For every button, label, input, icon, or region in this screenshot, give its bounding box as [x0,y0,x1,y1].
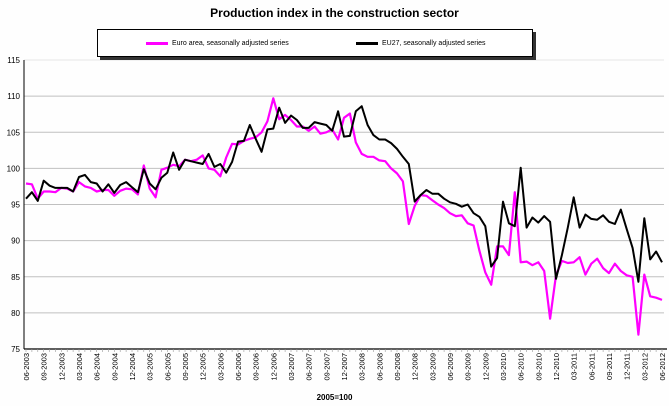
x-tick-label: 12-2003 [57,353,66,381]
x-tick-label: 12-2009 [481,353,490,381]
x-tick-label: 09-2003 [40,353,49,381]
y-tick-label: 80 [11,309,20,318]
x-tick-label: 03-2006 [216,353,225,381]
y-tick-label: 100 [7,164,21,173]
legend-label: EU27, seasonally adjusted series [382,40,486,47]
x-tick-label: 09-2009 [464,353,473,381]
x-tick-label: 06-2008 [375,353,384,381]
x-tick-label: 12-2008 [411,353,420,381]
x-tick-label: 09-2004 [110,353,119,381]
x-tick-label: 03-2010 [499,353,508,381]
x-tick-label: 12-2004 [128,353,137,381]
x-tick-label: 12-2011 [623,353,632,380]
x-tick-label: 09-2006 [252,353,261,381]
y-tick-label: 85 [11,273,20,282]
y-tick-label: 90 [11,237,20,246]
x-tick-label: 06-2007 [305,353,314,381]
x-tick-label: 06-2005 [163,353,172,381]
series-line-eu27 [25,105,663,283]
x-tick-label: 12-2005 [199,353,208,381]
x-tick-label: 12-2006 [269,353,278,381]
x-tick-label: 03-2007 [287,353,296,381]
x-tick-label: 09-2010 [534,353,543,381]
x-tick-label: 06-2009 [446,353,455,381]
x-tick-label: 06-2003 [22,353,31,381]
x-tick-label: 06-2004 [93,353,102,381]
y-tick-label: 75 [11,345,20,354]
x-tick-label: 06-2011 [587,353,596,380]
legend-item-eu27: EU27, seasonally adjusted series [356,40,486,47]
x-tick-label: 12-2007 [340,353,349,381]
legend: Euro area, seasonally adjusted series EU… [97,29,533,57]
legend-swatch [356,42,378,45]
x-tick-label: 06-2006 [234,353,243,381]
x-tick-label: 06-2012 [658,353,667,381]
x-tick-label: 09-2011 [605,353,614,380]
x-tick-label: 03-2008 [358,353,367,381]
x-tick-label: 09-2007 [322,353,331,381]
x-tick-label: 03-2005 [146,353,155,381]
x-tick-label: 03-2011 [570,353,579,380]
legend-label: Euro area, seasonally adjusted series [172,40,289,47]
y-tick-label: 110 [7,92,20,101]
x-tick-label: 09-2008 [393,353,402,381]
chart-title: Production index in the construction sec… [210,6,459,20]
legend-swatch [146,42,168,45]
y-tick-label: 115 [7,56,20,65]
y-tick-label: 105 [7,128,21,137]
x-axis-label: 2005=100 [316,393,353,402]
x-tick-label: 03-2004 [75,353,84,381]
y-tick-label: 95 [11,201,20,210]
x-tick-label: 09-2005 [181,353,190,381]
x-tick-label: 06-2010 [517,353,526,381]
x-tick-label: 03-2009 [428,353,437,381]
x-tick-label: 03-2012 [640,353,649,381]
legend-item-euro-area: Euro area, seasonally adjusted series [146,40,289,47]
x-tick-label: 12-2010 [552,353,561,381]
